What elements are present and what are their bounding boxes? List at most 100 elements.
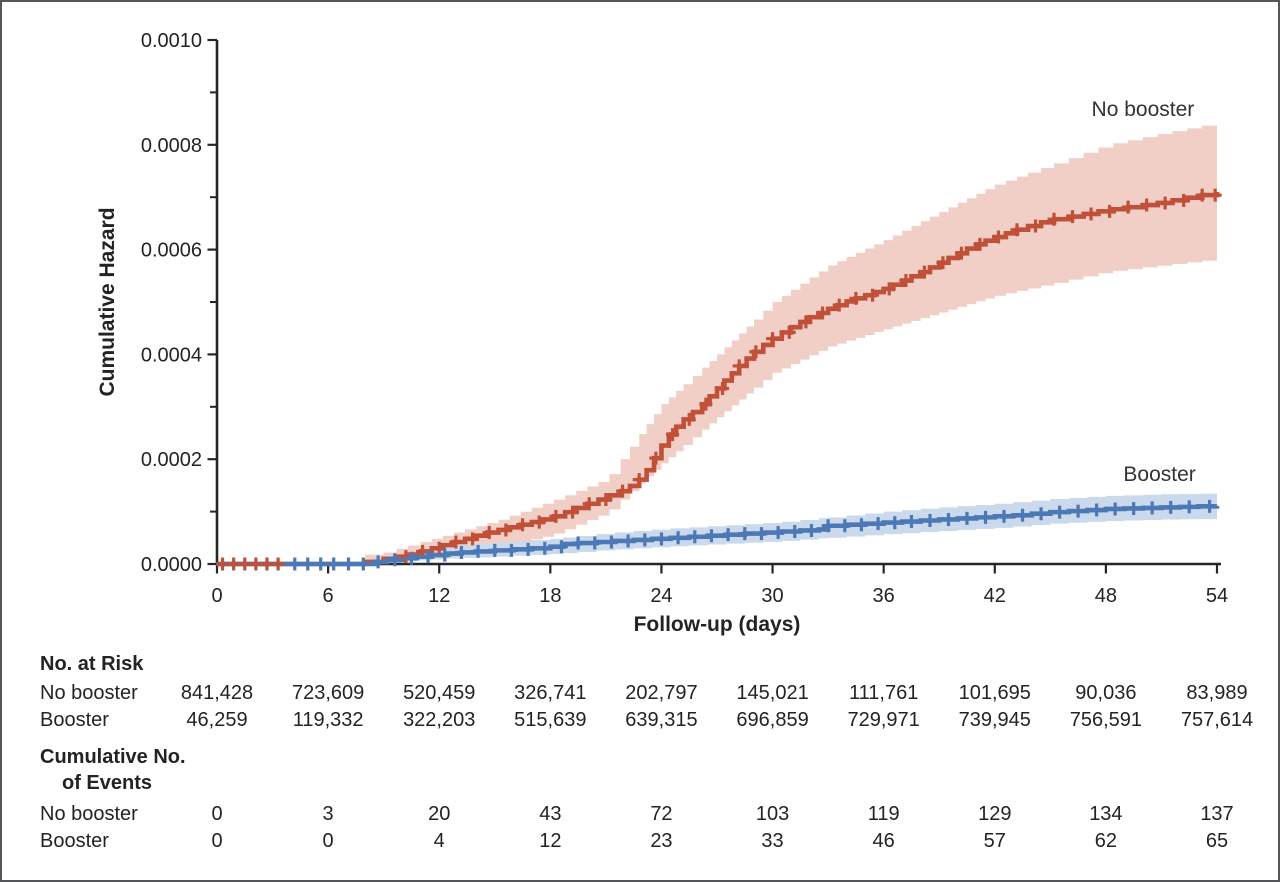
censor-mark-no-booster [917, 265, 931, 279]
censor-mark-no-booster [238, 557, 252, 571]
censor-mark-no-booster [832, 298, 846, 312]
cumulative-events-header-line2: of Events [62, 772, 153, 794]
table-cell-events-no-booster: 20 [428, 803, 451, 825]
table-cell-events-no-booster: 72 [650, 803, 673, 825]
confidence-band-booster [217, 493, 1217, 564]
table-cell-at-risk-booster: 46,259 [186, 709, 248, 731]
table-cell-at-risk-booster: 119,332 [292, 709, 364, 731]
censor-mark-no-booster [954, 246, 968, 260]
censor-mark-booster [1182, 500, 1196, 514]
censor-mark-no-booster [271, 557, 285, 571]
table-cell-at-risk-booster: 729,971 [847, 709, 920, 731]
censor-mark-booster [438, 548, 452, 562]
censor-mark-booster [821, 519, 835, 533]
censor-mark-booster [1034, 507, 1048, 521]
x-tick-label: 30 [761, 585, 783, 607]
censor-mark-booster [314, 557, 328, 571]
censor-mark-no-booster [973, 237, 987, 251]
cumulative-events-header-line1: Cumulative No. [40, 746, 186, 768]
censor-mark-no-booster [260, 557, 274, 571]
censor-mark-booster [804, 523, 818, 537]
censor-mark-no-booster [1140, 198, 1154, 212]
table-cell-events-no-booster: 3 [322, 803, 334, 825]
censor-mark-no-booster [566, 505, 580, 519]
censor-mark-booster [771, 526, 785, 540]
censor-mark-no-booster [799, 315, 813, 329]
censor-mark-booster [341, 557, 355, 571]
table-cell-at-risk-no-booster: 101,695 [958, 682, 1031, 704]
table-cell-at-risk-booster: 515,639 [514, 709, 587, 731]
table-cell-at-risk-no-booster: 841,428 [180, 682, 254, 704]
table-cell-events-booster: 57 [983, 830, 1006, 852]
y-tick-label: 0.0004 [141, 344, 202, 366]
censor-mark-booster [356, 557, 370, 571]
censor-mark-booster [671, 531, 685, 545]
censor-mark-no-booster [582, 497, 596, 511]
censor-mark-booster [404, 551, 418, 565]
censor-mark-no-booster [449, 535, 463, 549]
table-cell-at-risk-booster: 639,315 [625, 709, 698, 731]
x-tick-label: 24 [650, 585, 672, 607]
censor-mark-no-booster [682, 412, 696, 426]
censor-mark-no-booster [816, 306, 830, 320]
x-tick-label: 12 [428, 585, 450, 607]
censor-mark-no-booster [766, 332, 780, 346]
censor-mark-no-booster [1158, 196, 1172, 210]
censor-mark-no-booster [649, 451, 663, 465]
censor-mark-booster [688, 530, 702, 544]
curve-label-booster: Booster [1123, 463, 1195, 486]
table-cell-events-no-booster: 129 [978, 803, 1012, 825]
table-cell-at-risk-no-booster: 83,989 [1186, 682, 1248, 704]
curve-label-no-booster: No booster [1092, 98, 1195, 121]
censor-mark-booster [588, 536, 602, 550]
censor-mark-no-booster [482, 526, 496, 540]
x-tick-label: 42 [984, 585, 1006, 607]
censor-mark-no-booster [1103, 204, 1117, 218]
table-cell-events-booster: 65 [1205, 830, 1229, 852]
table-cell-events-no-booster: 103 [755, 803, 790, 825]
censor-mark-booster [504, 543, 518, 557]
table-cell-at-risk-no-booster: 723,609 [291, 682, 365, 704]
censor-mark-no-booster [227, 557, 241, 571]
x-tick-label: 0 [211, 585, 222, 607]
table-cell-events-no-booster: 134 [1089, 803, 1123, 825]
censor-mark-no-booster [599, 493, 613, 507]
curve-no-booster [217, 191, 1220, 567]
table-row-label-events-no-booster: No booster [40, 803, 138, 825]
censor-mark-booster [371, 555, 385, 569]
censor-mark-no-booster [936, 256, 950, 270]
table-cell-events-no-booster: 0 [211, 803, 223, 825]
table-cell-events-booster: 0 [322, 830, 334, 852]
censor-mark-no-booster [216, 557, 230, 571]
censor-mark-no-booster [1177, 193, 1191, 207]
censor-mark-booster [838, 519, 852, 533]
censor-mark-no-booster [1029, 219, 1043, 233]
censor-mark-booster [738, 527, 752, 541]
no-at-risk-header: No. at Risk [40, 653, 144, 675]
censor-mark-no-booster [1084, 207, 1098, 221]
censor-mark-booster [538, 541, 552, 555]
censor-mark-no-booster [991, 230, 1005, 244]
x-tick-label: 48 [1095, 585, 1117, 607]
table-cell-at-risk-booster: 322,203 [403, 709, 476, 731]
y-tick-label: 0.0006 [141, 240, 202, 262]
censor-mark-booster [871, 517, 885, 531]
censor-mark-no-booster [499, 523, 513, 537]
table-cell-events-booster: 12 [539, 830, 562, 852]
censor-mark-booster [1016, 508, 1030, 522]
censor-mark-booster [923, 514, 937, 528]
table-cell-at-risk-no-booster: 90,036 [1075, 682, 1137, 704]
censor-mark-booster [888, 516, 902, 530]
censor-mark-booster [788, 525, 802, 539]
censor-mark-booster [488, 543, 502, 557]
censor-mark-booster [604, 535, 618, 549]
censor-mark-no-booster [849, 291, 863, 305]
censor-mark-no-booster [616, 484, 630, 498]
table-row-label-events-booster: Booster [40, 830, 109, 852]
y-tick-label: 0.0010 [141, 30, 202, 52]
table-cell-events-booster: 4 [433, 830, 445, 852]
x-tick-label: 18 [539, 585, 561, 607]
confidence-band-no-booster [217, 122, 1217, 565]
censor-mark-booster [571, 536, 585, 550]
table-cell-events-booster: 0 [211, 830, 223, 852]
